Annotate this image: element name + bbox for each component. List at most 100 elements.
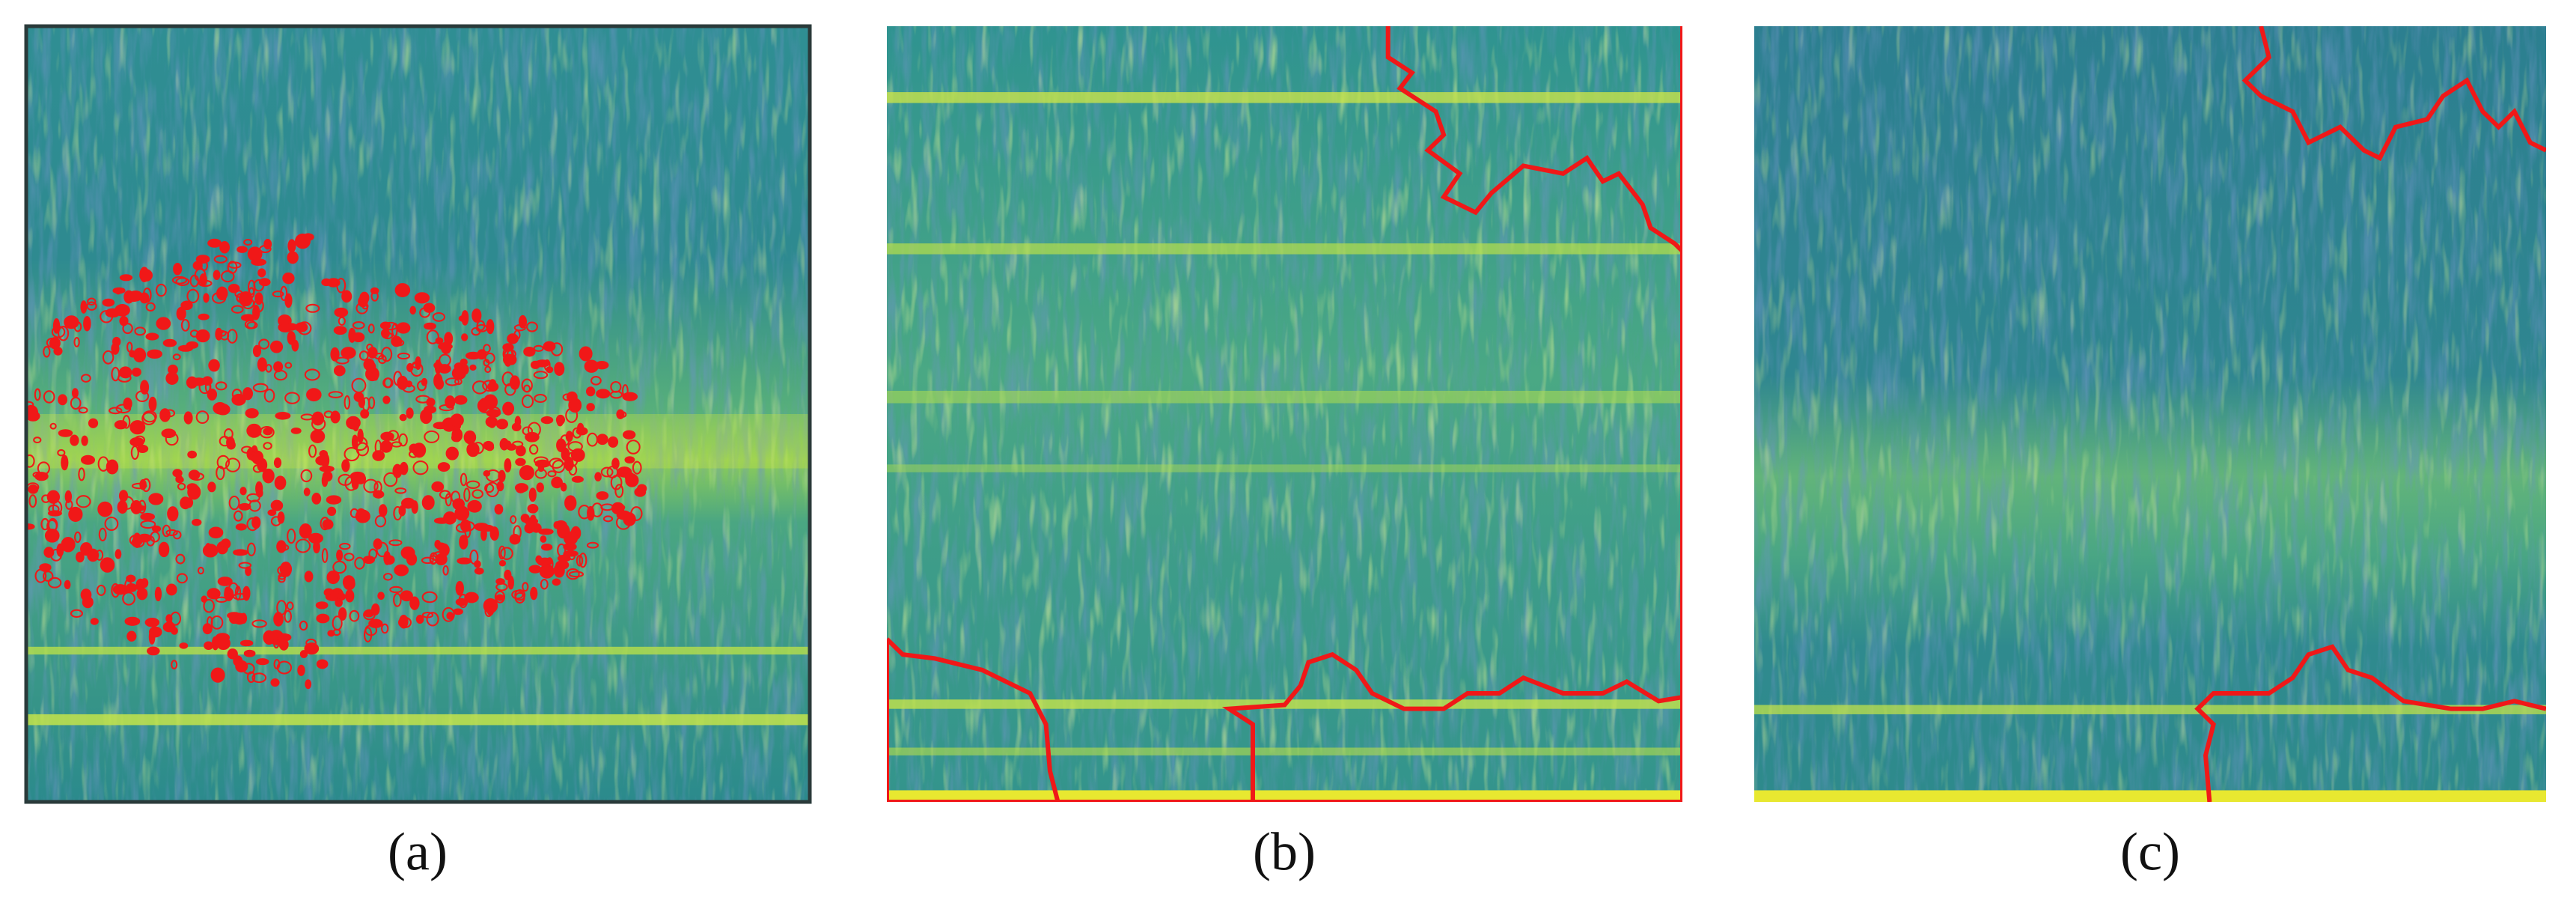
contour-dot <box>615 514 632 530</box>
contour-dot <box>81 435 88 446</box>
contour-dot <box>33 437 42 444</box>
contour-dot <box>466 442 480 457</box>
contour-dot <box>477 349 487 360</box>
contour-dot <box>439 404 454 412</box>
contour-dot <box>26 401 34 408</box>
contour-dot <box>357 428 364 443</box>
contour-dot <box>426 398 436 407</box>
contour-dot <box>135 390 150 403</box>
contour-dot <box>498 469 506 483</box>
contour-dot <box>299 650 308 658</box>
contour-dot <box>453 608 463 615</box>
contour-dot <box>338 316 346 326</box>
contour-dot <box>300 413 314 421</box>
contour-dot <box>536 482 544 493</box>
contour-dot <box>373 538 382 550</box>
contour-dot <box>426 329 439 344</box>
contour-dot <box>145 332 159 341</box>
contour-dot <box>469 549 479 565</box>
panel-c <box>1754 26 2546 802</box>
contour <box>2197 26 2546 802</box>
contour-dot <box>207 481 216 493</box>
contour-dot <box>389 586 403 594</box>
contour-dot <box>255 658 269 666</box>
contour-dot <box>579 553 587 568</box>
contour-dot <box>445 377 460 386</box>
contour-dot <box>263 389 275 403</box>
contour-dot <box>235 523 247 531</box>
contour-dot <box>270 678 280 687</box>
contour-dot <box>207 588 221 600</box>
contour-dot <box>122 323 133 335</box>
contour-dot <box>315 601 329 609</box>
contour-dot <box>215 381 228 391</box>
contour-dot <box>322 519 334 530</box>
contour-dot <box>530 360 540 369</box>
contour-dot <box>333 326 347 335</box>
contour-dot <box>602 515 614 523</box>
contour-dot <box>46 337 58 348</box>
contour-dot <box>311 493 322 505</box>
contour-dot <box>556 438 567 452</box>
contour-dot <box>177 482 186 490</box>
contour-dot <box>148 396 157 412</box>
contour-dot <box>213 255 228 264</box>
contour-dot <box>201 595 208 603</box>
contour-dot <box>134 326 147 336</box>
contour-dot <box>376 541 389 558</box>
contour-dot <box>464 592 479 603</box>
contour-dot <box>132 367 141 377</box>
contour-dot <box>102 298 115 307</box>
contour-dot <box>543 341 556 352</box>
contour-dot <box>326 570 340 585</box>
contour-dot <box>251 453 263 465</box>
contour-dot <box>433 362 440 369</box>
contour-dot <box>227 261 238 274</box>
contour-dot <box>419 307 431 318</box>
contour-dot <box>257 357 267 372</box>
contour-dot <box>247 542 256 556</box>
contour-dot <box>126 574 136 583</box>
contour-dots <box>26 233 647 690</box>
contour-dot <box>595 361 609 370</box>
contour-dot <box>483 470 491 477</box>
contour-dot <box>132 532 141 548</box>
contour-dot <box>471 326 481 336</box>
contour-dot <box>52 318 61 334</box>
contour-dot <box>435 337 444 344</box>
contour-dot <box>426 612 439 627</box>
contour-dot <box>321 474 329 487</box>
contour-dot <box>290 428 302 434</box>
contour-dot <box>58 325 70 341</box>
contour-dot <box>252 464 263 473</box>
contour-dot <box>406 407 414 419</box>
contour-dot <box>557 554 571 562</box>
contour-dot <box>460 358 468 366</box>
contour-dot <box>276 600 287 615</box>
contour-dot <box>394 487 407 494</box>
contour-dot <box>610 475 623 490</box>
contour-dot <box>394 564 409 577</box>
contour-dot <box>175 476 184 484</box>
contour-dot <box>362 556 376 565</box>
contour-dot <box>124 579 132 592</box>
contour-dot <box>263 428 273 436</box>
contour-dot <box>528 487 537 502</box>
contour-dot <box>175 277 190 287</box>
contour-dot <box>578 505 591 520</box>
contour-dot <box>565 407 579 423</box>
contour-dot <box>421 611 434 618</box>
contour-dot <box>78 407 88 414</box>
contour-dot <box>197 566 204 575</box>
contour-dot <box>533 344 544 352</box>
contour-dot <box>596 434 608 446</box>
contour-dot <box>459 535 468 550</box>
contour-dot <box>115 288 122 295</box>
contour-dot <box>136 587 148 601</box>
contour-dot <box>28 494 37 508</box>
contour-dot <box>521 378 533 393</box>
contour-dot <box>415 356 421 371</box>
contour-dot <box>213 402 228 415</box>
contour-dot <box>284 392 300 404</box>
contour-dot <box>446 612 454 620</box>
